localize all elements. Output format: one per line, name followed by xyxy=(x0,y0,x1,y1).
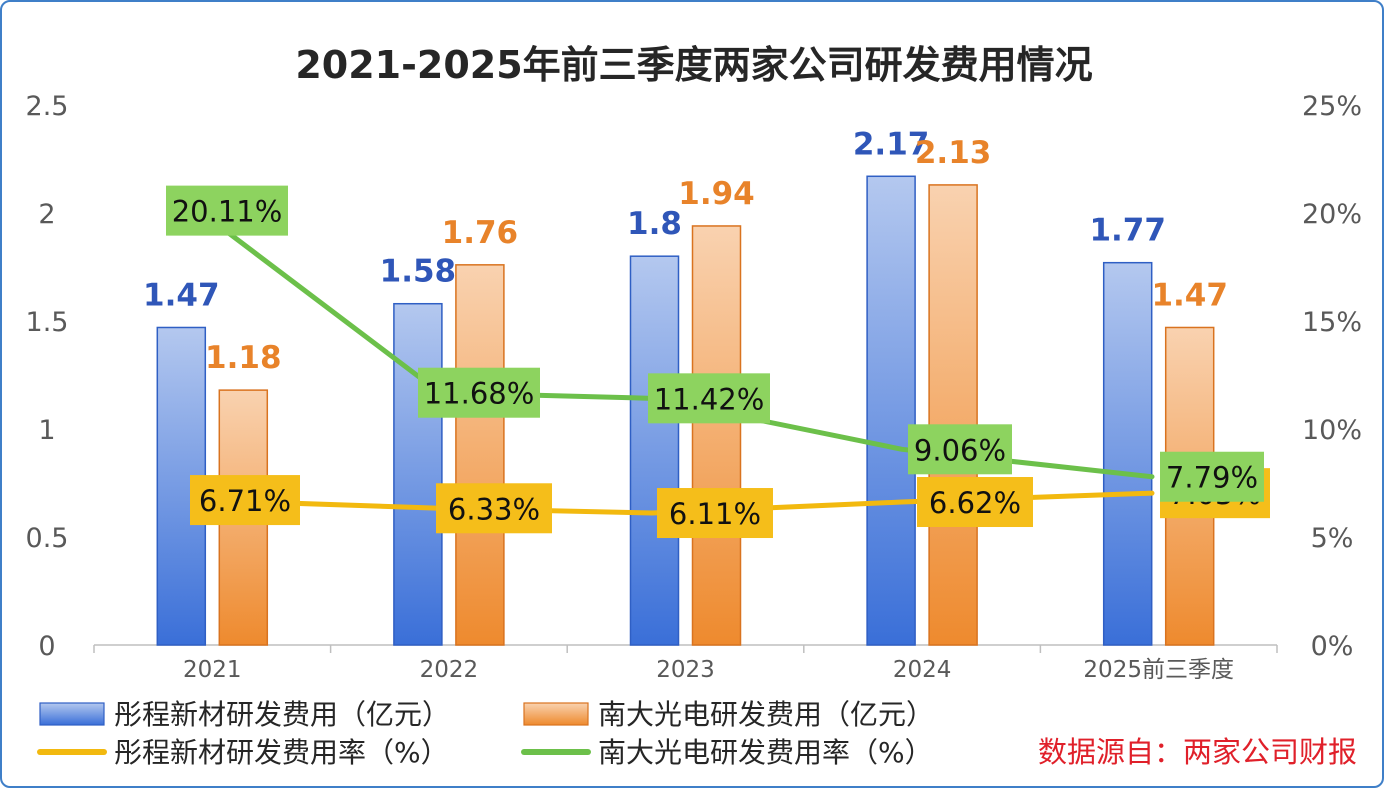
legend-label: 彤程新材研发费用（亿元） xyxy=(114,698,450,731)
line-label-nanda: 20.11% xyxy=(172,195,283,229)
right-axis-tick-label: 5% xyxy=(1311,523,1354,554)
right-axis-tick-label: 10% xyxy=(1302,415,1362,446)
bar-label-tongcheng: 2.17 xyxy=(853,126,930,162)
legend-label: 彤程新材研发费用率（%） xyxy=(114,736,449,769)
left-axis-tick-label: 1 xyxy=(38,415,55,446)
x-axis-category-label: 2024 xyxy=(893,657,952,683)
right-axis-tick-label: 20% xyxy=(1302,199,1362,230)
bar-tongcheng xyxy=(866,175,916,646)
x-axis-category-label: 2025前三季度 xyxy=(1083,657,1234,683)
line-label-box-tongcheng xyxy=(657,488,773,539)
line-label-nanda: 11.68% xyxy=(424,377,535,411)
bar-nanda xyxy=(455,264,505,646)
line-label-tongcheng: 6.62% xyxy=(929,486,1021,520)
bar-label-tongcheng: 1.8 xyxy=(627,206,682,242)
line-label-box-tongcheng xyxy=(190,475,300,526)
line-label-nanda: 9.06% xyxy=(914,433,1006,467)
x-axis-category-label: 2023 xyxy=(656,657,715,683)
right-axis-tick-label: 15% xyxy=(1302,307,1362,338)
line-label-box-nanda xyxy=(166,185,288,236)
legend-label: 南大光电研发费用率（%） xyxy=(598,736,933,769)
bar-tongcheng xyxy=(393,302,443,646)
bar-label-nanda: 2.13 xyxy=(915,135,992,171)
bar-nanda xyxy=(928,184,978,646)
left-axis-tick-label: 0.5 xyxy=(26,523,69,554)
left-axis-tick-label: 2.5 xyxy=(26,91,69,122)
left-axis-tick-label: 0 xyxy=(38,631,55,662)
bar-label-tongcheng: 1.47 xyxy=(143,277,220,313)
legend-label: 南大光电研发费用（亿元） xyxy=(598,698,934,731)
bar-label-nanda: 1.94 xyxy=(678,176,755,212)
line-label-box-nanda xyxy=(908,424,1012,475)
left-axis-tick-label: 2 xyxy=(38,199,55,230)
line-label-box-tongcheng xyxy=(436,483,552,534)
source-note: 数据源自：两家公司财报 xyxy=(1038,735,1357,769)
bar-label-nanda: 1.76 xyxy=(442,215,519,251)
legend-swatch-bar xyxy=(523,702,589,726)
x-axis-category-label: 2022 xyxy=(420,657,479,683)
right-axis-tick-label: 0% xyxy=(1311,631,1354,662)
bar-nanda xyxy=(691,225,742,646)
right-axis-tick-label: 25% xyxy=(1302,91,1362,122)
bar-tongcheng xyxy=(1102,261,1153,646)
line-label-tongcheng: 6.71% xyxy=(199,484,291,518)
bar-label-tongcheng: 1.58 xyxy=(380,254,457,290)
line-label-tongcheng: 6.11% xyxy=(669,497,761,531)
line-label-nanda: 11.42% xyxy=(654,382,765,416)
line-label-nanda: 7.79% xyxy=(1166,461,1258,495)
line-label-box-tongcheng xyxy=(917,477,1033,528)
x-axis-category-label: 2021 xyxy=(183,657,242,683)
chart-title: 2021-2025年前三季度两家公司研发费用情况 xyxy=(295,43,1092,87)
line-label-box-nanda xyxy=(1160,451,1264,502)
bar-label-tongcheng: 1.77 xyxy=(1089,213,1166,249)
left-axis-tick-label: 1.5 xyxy=(26,307,69,338)
line-label-box-nanda xyxy=(648,373,770,424)
line-label-tongcheng: 6.33% xyxy=(448,492,540,526)
bar-tongcheng xyxy=(629,255,680,646)
bar-label-nanda: 1.18 xyxy=(205,340,282,376)
legend-swatch-bar xyxy=(39,702,105,726)
bar-label-nanda: 1.47 xyxy=(1151,277,1228,313)
line-label-box-nanda xyxy=(418,367,540,418)
